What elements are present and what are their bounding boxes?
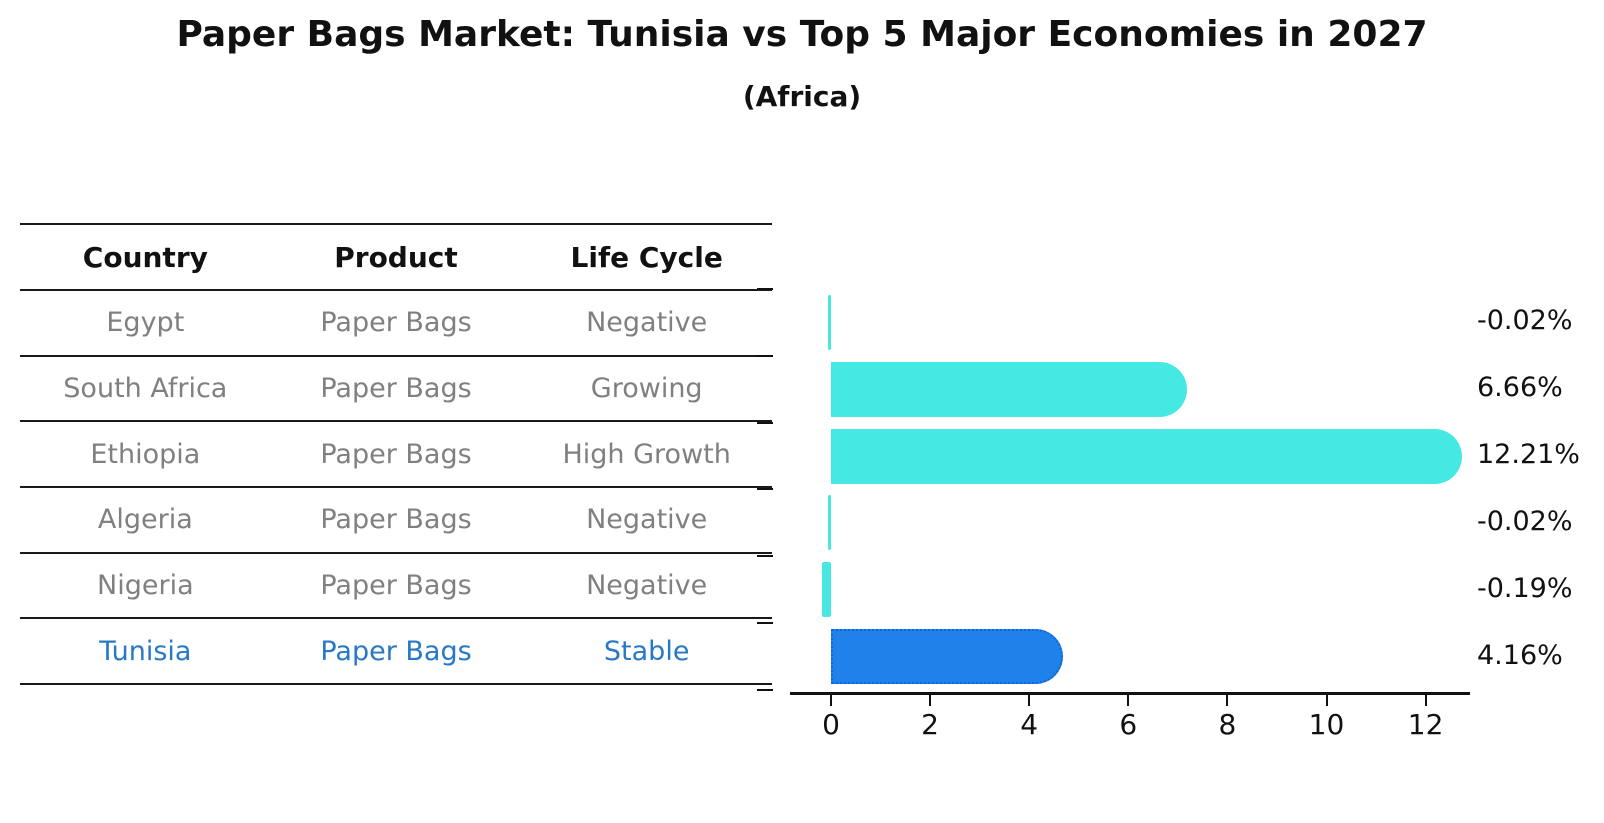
table-row: Tunisia Paper Bags Stable — [20, 617, 772, 683]
x-axis-tick-label: 6 — [1119, 708, 1138, 741]
y-axis-tick — [757, 622, 773, 625]
table-cell-life-cycle: High Growth — [562, 438, 731, 470]
chart-title: Paper Bags Market: Tunisia vs Top 5 Majo… — [176, 14, 1428, 55]
bar-tunisia — [831, 629, 1064, 685]
x-axis-tick — [1028, 695, 1031, 706]
table-row: South Africa Paper Bags Growing — [20, 354, 772, 421]
bar-nigeria — [821, 562, 831, 618]
y-axis-tick — [757, 688, 773, 691]
table-cell-product: Paper Bags — [320, 373, 472, 405]
table-header-life-cycle: Life Cycle — [570, 240, 723, 274]
x-axis-tick-label: 0 — [822, 708, 840, 741]
table-cell-country: Tunisia — [99, 635, 192, 667]
x-axis-tick-label: 8 — [1218, 708, 1237, 741]
x-axis-tick — [1226, 695, 1229, 706]
chart-subtitle: (Africa) — [742, 80, 862, 113]
table-cell-country: Algeria — [97, 504, 193, 536]
y-axis-tick — [757, 488, 773, 491]
table-cell-life-cycle: Stable — [603, 635, 690, 667]
bar-algeria — [828, 495, 831, 551]
table-cell-product: Paper Bags — [320, 570, 472, 602]
x-axis-tick — [1424, 695, 1427, 706]
table-header-country: Country — [82, 240, 208, 274]
table-row: Algeria Paper Bags Negative — [20, 486, 772, 552]
bar-egypt — [828, 294, 831, 350]
bar-value-label: 4.16% — [1477, 639, 1563, 671]
bar-value-label: -0.02% — [1477, 505, 1573, 537]
x-axis-tick — [1325, 695, 1328, 706]
y-axis-tick — [757, 555, 773, 558]
table-cell-life-cycle: Growing — [590, 373, 703, 405]
bar-value-label: 12.21% — [1477, 439, 1580, 471]
bar-value-label: -0.19% — [1477, 572, 1573, 604]
bar-value-label: -0.02% — [1477, 305, 1573, 337]
x-axis-tick-label: 4 — [1020, 708, 1039, 741]
table-header-row: Country Product Life Cycle — [20, 223, 772, 289]
table-cell-country: South Africa — [63, 373, 228, 405]
x-axis-tick — [1127, 695, 1130, 706]
table-cell-life-cycle: Negative — [586, 570, 708, 602]
x-axis-tick — [830, 695, 832, 706]
table-header-product: Product — [334, 240, 458, 274]
table-row: Ethiopia Paper Bags High Growth — [20, 420, 772, 486]
table-cell-product: Paper Bags — [320, 504, 472, 536]
y-axis-tick — [757, 421, 773, 424]
country-table: Country Product Life Cycle Egypt Paper B… — [20, 223, 772, 686]
y-axis-tick — [757, 354, 773, 357]
x-axis-line — [790, 692, 1470, 695]
x-axis-tick-label: 10 — [1308, 708, 1345, 741]
x-axis-tick-label: 12 — [1407, 708, 1444, 741]
table-row: Nigeria Paper Bags Negative — [20, 551, 772, 618]
table-cell-life-cycle: Negative — [586, 307, 708, 339]
table-cell-country: Egypt — [106, 307, 185, 339]
bar-south-africa — [831, 361, 1187, 417]
table-row: Egypt Paper Bags Negative — [20, 289, 772, 355]
table-cell-life-cycle: Negative — [586, 504, 708, 536]
table-cell-country: Ethiopia — [90, 438, 201, 470]
table-cell-product: Paper Bags — [320, 307, 472, 339]
table-cell-product: Paper Bags — [320, 438, 472, 470]
bar-ethiopia — [831, 428, 1462, 484]
table-cell-country: Nigeria — [97, 570, 194, 602]
y-axis-tick — [757, 288, 773, 290]
x-axis-tick-label: 2 — [921, 708, 939, 741]
table-cell-product: Paper Bags — [320, 635, 472, 667]
x-axis-tick — [929, 695, 932, 706]
bar-value-label: 6.66% — [1477, 372, 1563, 404]
